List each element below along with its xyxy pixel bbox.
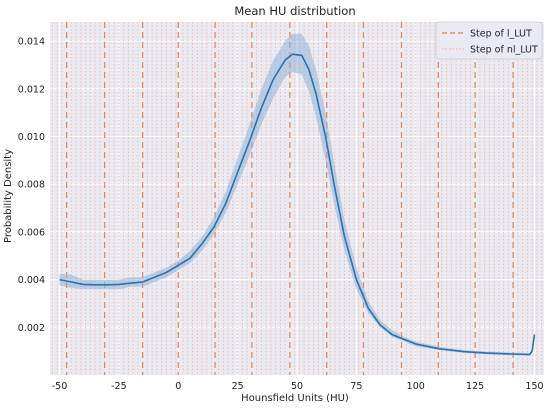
x-tick-label: 150	[525, 381, 543, 392]
x-tick-label: -50	[52, 381, 68, 392]
legend: Step of l_LUT Step of nl_LUT	[435, 21, 543, 60]
y-tick-label: 0.006	[18, 227, 45, 238]
x-tick-label: 50	[291, 381, 303, 392]
legend-box	[435, 21, 543, 60]
y-tick-label: 0.010	[18, 132, 45, 143]
y-tick-label: 0.002	[18, 323, 45, 334]
y-axis-label: Probability Density	[3, 149, 14, 243]
x-tick-label: 0	[175, 381, 181, 392]
x-tick-labels: -50 -25 0 25 50 75 100 125 150	[52, 381, 544, 392]
nl-lut-step-lines	[51, 22, 543, 375]
x-tick-label: 25	[232, 381, 244, 392]
y-tick-label: 0.012	[18, 84, 45, 95]
y-tick-labels: 0.002 0.004 0.006 0.008 0.010 0.012 0.014	[18, 37, 45, 334]
x-axis-label: Hounsfield Units (HU)	[241, 393, 349, 404]
x-tick-label: 75	[350, 381, 362, 392]
chart-title: Mean HU distribution	[234, 4, 355, 18]
legend-label-l-lut: Step of l_LUT	[470, 29, 532, 40]
series-line-mean-hu	[59, 53, 536, 356]
y-tick-label: 0.008	[18, 180, 45, 191]
l-lut-step-lines	[65, 22, 514, 375]
y-tick-label: 0.004	[18, 275, 45, 286]
x-tick-label: 100	[407, 381, 425, 392]
x-tick-label: -25	[111, 381, 127, 392]
legend-label-nl-lut: Step of nl_LUT	[470, 45, 538, 56]
x-tick-label: 125	[466, 381, 484, 392]
y-tick-label: 0.014	[18, 37, 45, 48]
